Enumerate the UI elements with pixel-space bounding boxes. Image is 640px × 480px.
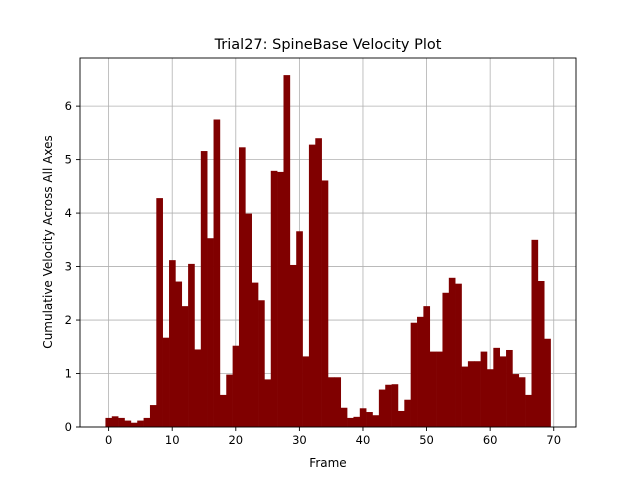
- x-tick-label: 20: [228, 433, 243, 447]
- bar: [506, 349, 513, 427]
- bar: [531, 239, 539, 427]
- bar: [474, 361, 481, 427]
- bar: [169, 260, 176, 427]
- bar: [480, 351, 488, 427]
- bar: [130, 422, 138, 427]
- bar: [378, 389, 386, 427]
- bar: [353, 416, 361, 427]
- x-tick-label: 60: [483, 433, 498, 447]
- y-tick-label: 6: [65, 99, 72, 113]
- bar: [334, 377, 342, 427]
- bar: [207, 238, 214, 427]
- bar: [137, 420, 144, 427]
- bar: [486, 369, 494, 427]
- bar: [359, 408, 367, 427]
- bar: [188, 263, 195, 427]
- bar: [404, 399, 411, 427]
- bar: [544, 338, 551, 427]
- bar: [156, 198, 163, 427]
- bar: [118, 417, 125, 427]
- bar: [238, 147, 246, 427]
- bar: [518, 377, 526, 427]
- bar: [391, 384, 399, 427]
- bar: [512, 374, 520, 427]
- bar: [200, 151, 208, 428]
- bar: [181, 306, 189, 427]
- bar: [308, 144, 316, 427]
- bar: [340, 407, 348, 427]
- bar: [537, 281, 545, 427]
- bar: [111, 416, 119, 427]
- axis-ticks: 0 10 20 30 40 50 60 70 0 1 2 3 4 5 6: [65, 99, 561, 447]
- bar: [436, 351, 443, 427]
- bar: [429, 351, 437, 427]
- y-tick-label: 0: [65, 420, 72, 434]
- bar: [289, 264, 297, 427]
- bar: [149, 405, 157, 427]
- bar: [175, 281, 183, 427]
- bar: [455, 283, 462, 427]
- y-tick-label: 5: [65, 153, 72, 167]
- bar: [461, 366, 469, 427]
- bar: [258, 300, 265, 427]
- bar: [251, 282, 259, 427]
- x-tick-label: 70: [546, 433, 561, 447]
- bar: [232, 345, 240, 427]
- bar: [296, 231, 303, 427]
- y-tick-label: 4: [65, 206, 72, 220]
- y-tick-label: 2: [65, 313, 72, 327]
- bar: [372, 415, 380, 427]
- bar: [417, 316, 424, 427]
- x-tick-label: 50: [419, 433, 434, 447]
- bar: [124, 420, 132, 427]
- bar: [194, 349, 202, 427]
- x-tick-label: 10: [165, 433, 180, 447]
- bar: [213, 119, 221, 427]
- bar: [448, 277, 456, 427]
- bar: [525, 394, 532, 427]
- y-axis-label: Cumulative Velocity Across All Axes: [41, 135, 55, 348]
- bar: [283, 75, 291, 428]
- bars: [105, 75, 551, 428]
- bar: [385, 384, 392, 427]
- bar: [162, 337, 170, 427]
- plot-frame: [79, 57, 577, 428]
- bar: [347, 417, 354, 427]
- bar: [315, 138, 322, 427]
- bar: [366, 412, 373, 427]
- bar: [328, 377, 335, 427]
- bar: [499, 356, 507, 427]
- bar: [302, 356, 310, 427]
- bar: [397, 410, 405, 427]
- y-tick-label: 3: [65, 260, 72, 274]
- bar: [321, 180, 329, 427]
- bar: [226, 374, 233, 427]
- x-tick-label: 30: [292, 433, 307, 447]
- bar: [245, 213, 252, 427]
- bar: [105, 417, 113, 427]
- bar: [442, 292, 450, 427]
- bar: [410, 322, 418, 427]
- bar: [219, 394, 227, 427]
- bar: [423, 306, 431, 427]
- bar: [143, 417, 151, 427]
- bar: [270, 170, 278, 427]
- x-tick-label: 40: [356, 433, 371, 447]
- bar: [277, 171, 284, 427]
- bar: [467, 361, 475, 427]
- y-tick-label: 1: [65, 367, 72, 381]
- chart-title: Trial27: SpineBase Velocity Plot: [214, 37, 442, 53]
- bar: [493, 347, 500, 427]
- x-axis-label: Frame: [309, 456, 346, 470]
- bar: [264, 379, 272, 427]
- x-tick-label: 0: [105, 433, 112, 447]
